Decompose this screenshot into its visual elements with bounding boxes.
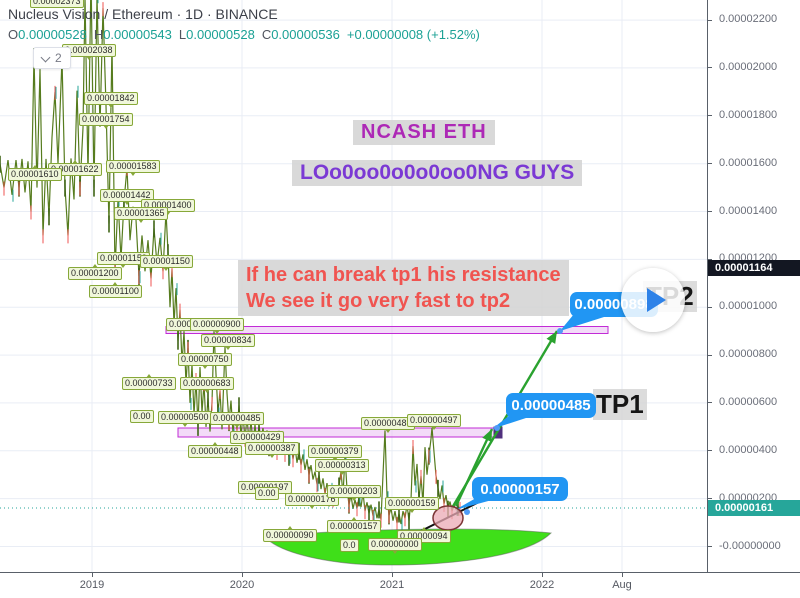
price-callout[interactable]: 0.00000157 xyxy=(472,477,568,501)
price-label[interactable]: 0.00000497 xyxy=(407,414,461,430)
chevron-down-icon xyxy=(40,52,51,62)
ohlc-value: 0.00000528 xyxy=(18,27,87,42)
price-label[interactable]: 0.00 xyxy=(130,410,154,423)
time-tick: 2019 xyxy=(79,579,105,591)
price-label[interactable]: 0.00000203 xyxy=(327,485,381,501)
price-label[interactable]: 0.00000157 xyxy=(327,517,381,533)
price-axis[interactable]: 0.00002200 0.00002000 0.00001800 0.00001600… xyxy=(707,0,800,572)
price-tick: -0.00000000 xyxy=(719,539,781,552)
price-label[interactable]: 0.00001200 xyxy=(68,264,122,280)
price-label[interactable]: 0.00001365 xyxy=(114,207,168,223)
note-line-1: If he can break tp1 his resistance xyxy=(246,264,561,286)
price-tick: 0.00000800 xyxy=(719,348,778,361)
change-value: +0.00000008 (+1.52%) xyxy=(346,27,480,42)
ohlc-value: 0.00000528 xyxy=(186,27,255,42)
price-label[interactable]: 0.00000313 xyxy=(315,459,369,475)
ohlc-value: 0.00000543 xyxy=(103,27,172,42)
price-label[interactable]: 0.00000090 xyxy=(263,526,317,542)
price-callout[interactable]: 0.00000485 xyxy=(506,393,596,418)
ohlc-row: O0.00000528 H0.00000543 L0.00000528 C0.0000… xyxy=(8,27,487,42)
time-tick: 2021 xyxy=(379,579,405,591)
price-label[interactable]: 0.00000750 xyxy=(178,353,232,369)
ohlc-key: H xyxy=(93,27,104,42)
price-tick: 0.00002200 xyxy=(719,13,778,26)
price-tick: 0.00001600 xyxy=(719,156,778,169)
price-label[interactable]: 0.00000834 xyxy=(201,334,255,350)
symbol-title[interactable]: Nucleus Vision / Ethereum · 1D · BINANCE xyxy=(8,6,278,22)
collapse-indicators-chip[interactable]: 2 xyxy=(33,47,71,69)
countdown-price-label: 0.00001164 xyxy=(708,260,800,276)
price-label[interactable]: 0.00000448 xyxy=(188,442,242,458)
ohlc-key: O xyxy=(8,27,19,42)
price-label[interactable]: 0.00001100 xyxy=(89,282,142,298)
time-axis[interactable]: 2019 2020 2021 2022 Aug xyxy=(0,572,800,598)
time-tick: 2022 xyxy=(529,579,555,591)
price-tick: 0.00001800 xyxy=(719,108,778,121)
indicator-count: 2 xyxy=(55,51,62,65)
time-tick: Aug xyxy=(612,579,632,591)
time-tick: 2020 xyxy=(229,579,255,591)
price-label[interactable]: 0.00000900 xyxy=(190,318,244,334)
price-label[interactable]: 0.00 xyxy=(255,487,279,500)
price-tick: 0.00000600 xyxy=(719,395,778,408)
ohlc-value: 0.00000536 xyxy=(271,27,340,42)
price-tick: 0.00002000 xyxy=(719,60,778,73)
annotation-long-guys[interactable]: LOo0oo0o0o0oo0NG GUYS xyxy=(292,160,583,186)
annotation-note[interactable]: If he can break tp1 his resistance We se… xyxy=(238,260,569,316)
play-icon xyxy=(646,288,666,312)
price-label[interactable]: 0.00001583 xyxy=(106,160,160,176)
price-label[interactable]: 0.00001754 xyxy=(79,113,133,129)
price-label[interactable]: 0.00000733 xyxy=(122,374,176,390)
price-label[interactable]: 0.00000485 xyxy=(361,417,415,433)
price-label[interactable]: 0.00000683 xyxy=(180,377,234,393)
ohlc-key: C xyxy=(261,27,272,42)
price-labels-layer: 0.00002373 0.00002038 0.00001842 0.00001754… xyxy=(8,0,461,554)
price-label[interactable]: 0.00000500 xyxy=(158,411,212,427)
price-label[interactable]: 0.00002373 xyxy=(30,0,84,8)
price-label[interactable]: 0.00000159 xyxy=(385,497,439,513)
price-label[interactable]: 0.00000000 xyxy=(368,538,422,554)
price-label[interactable]: 0.00001610 xyxy=(8,165,62,181)
last-price-label: 0.00000161 xyxy=(708,500,800,516)
price-label[interactable]: 0.00000176 xyxy=(285,493,339,509)
price-tick: 0.00001400 xyxy=(719,204,778,217)
price-label[interactable]: 0.00000379 xyxy=(308,445,362,461)
price-label[interactable]: 0.00001842 xyxy=(84,92,138,108)
price-label[interactable]: 0.00000387 xyxy=(245,442,299,458)
price-label[interactable]: 0.00000485 xyxy=(210,412,264,428)
price-label[interactable]: 0.00001442 xyxy=(100,189,154,205)
annotation-ncash-eth[interactable]: NCASH ETH xyxy=(353,120,495,145)
price-label[interactable]: 0.00001150 xyxy=(140,255,193,271)
label-tp1[interactable]: TP1 xyxy=(593,389,647,420)
ohlc-key: L xyxy=(178,27,187,42)
price-tick: 0.00001000 xyxy=(719,300,778,313)
price-label[interactable]: 0.0 xyxy=(340,539,359,552)
play-button[interactable] xyxy=(621,268,685,332)
note-line-2: We see it go very fast to tp2 xyxy=(246,290,511,312)
price-tick: 0.00000400 xyxy=(719,443,778,456)
